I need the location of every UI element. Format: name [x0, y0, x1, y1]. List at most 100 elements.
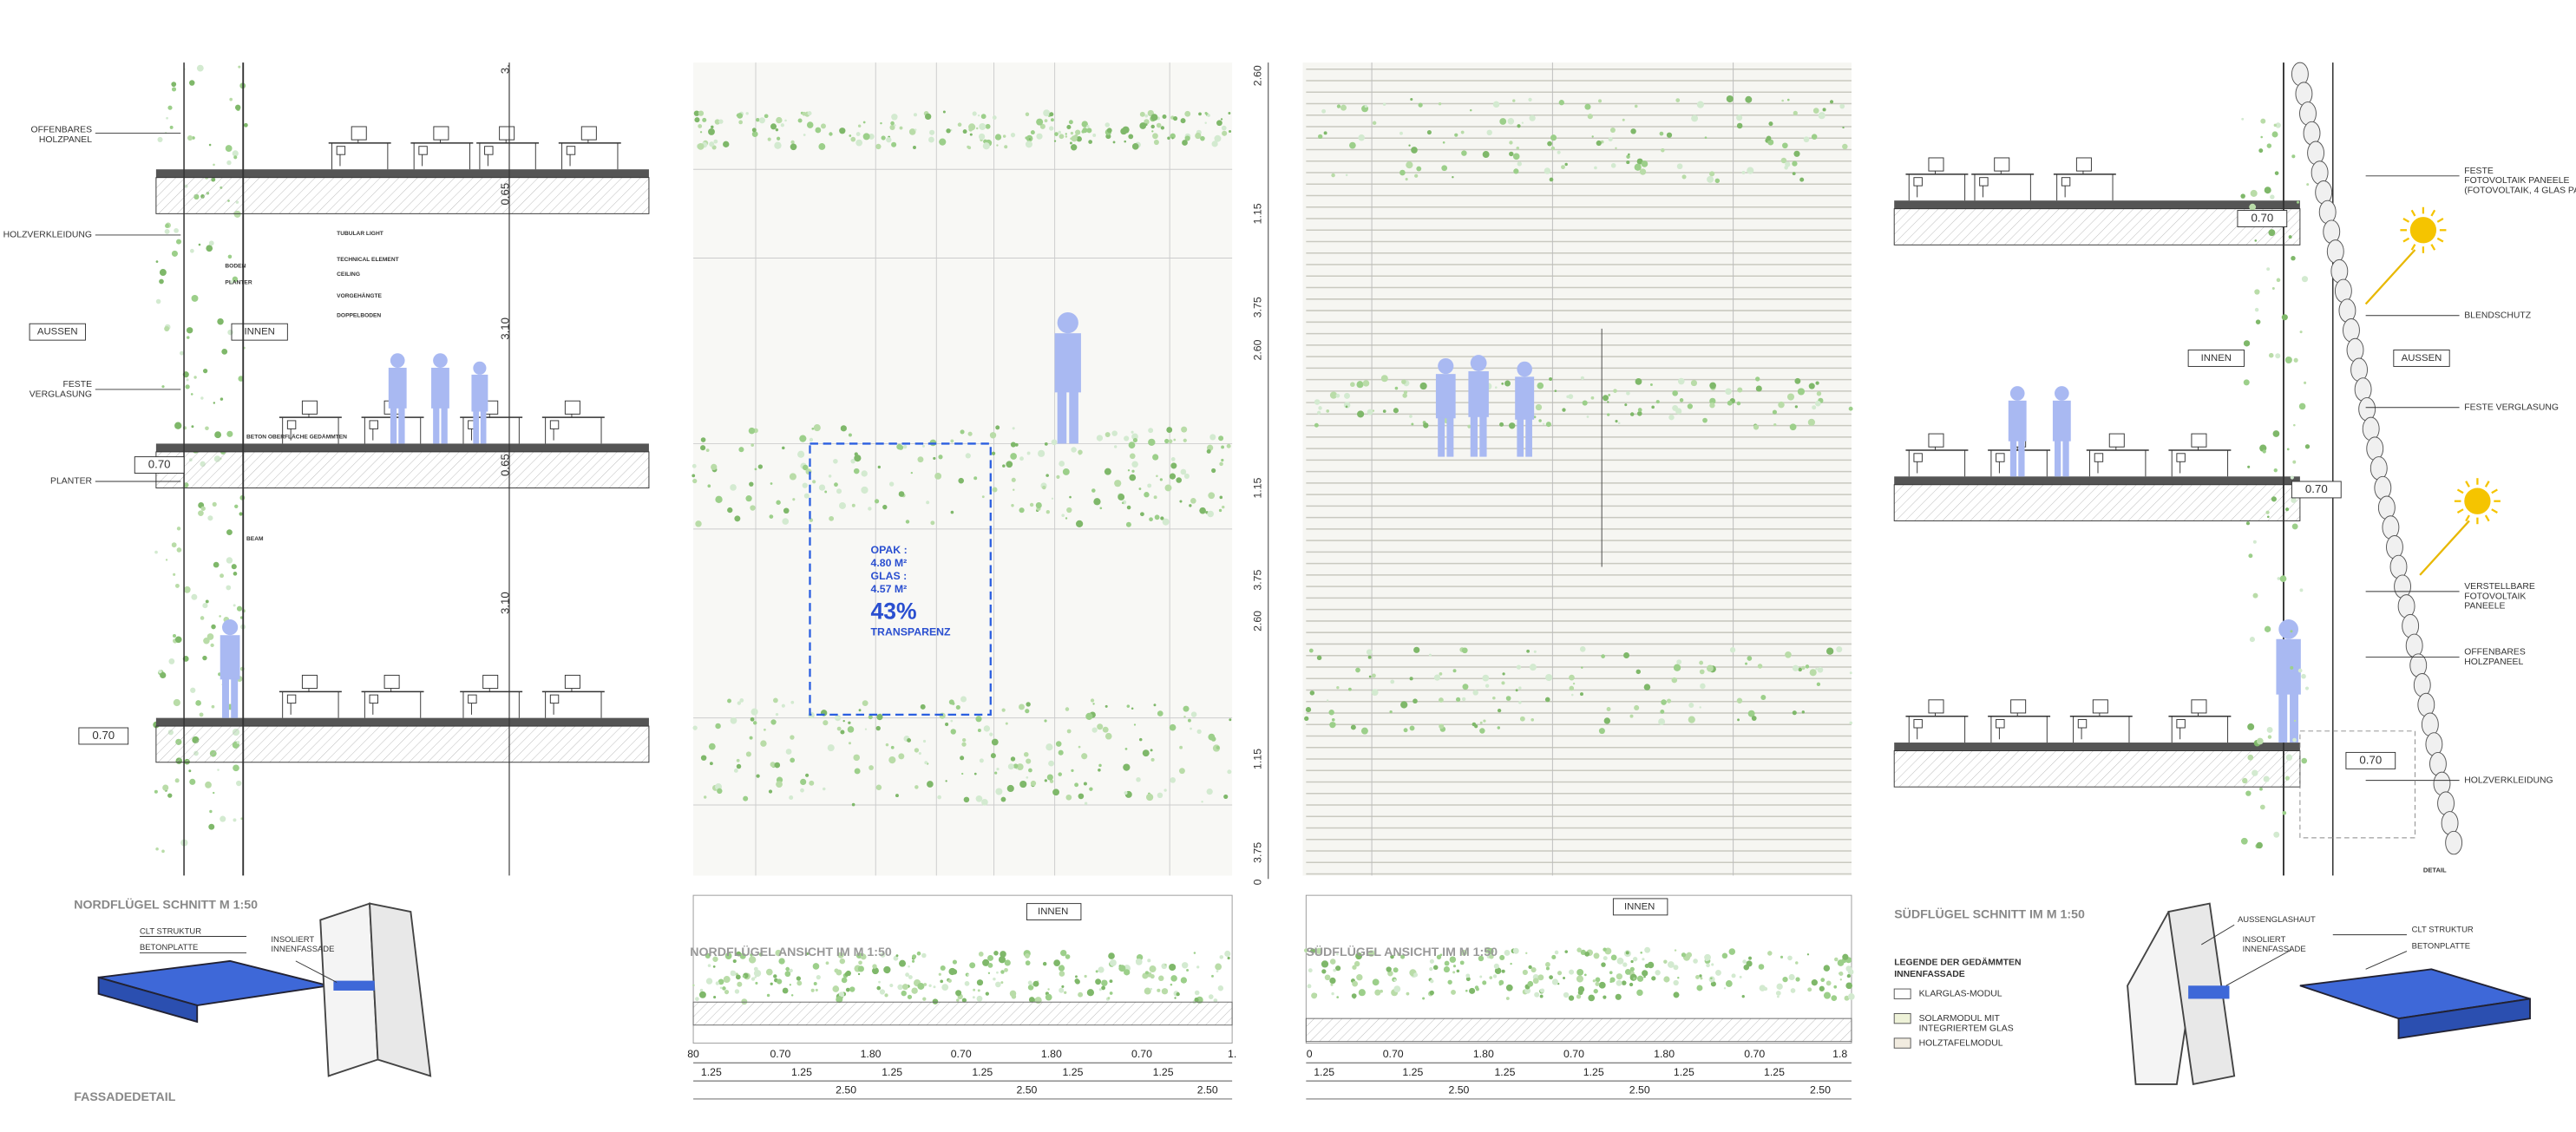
plant — [1138, 487, 1142, 490]
plant — [205, 426, 209, 431]
label: 1.25 — [1583, 1066, 1604, 1078]
plant — [1621, 980, 1627, 985]
person-leg — [2290, 693, 2298, 743]
plant — [1532, 978, 1539, 985]
plant — [1515, 689, 1518, 692]
plant — [158, 669, 162, 674]
plant — [1699, 660, 1704, 665]
plant — [1753, 424, 1760, 430]
plant — [797, 118, 803, 123]
plant — [908, 965, 910, 968]
plant — [853, 468, 860, 474]
plant — [754, 976, 757, 978]
plant — [2248, 553, 2253, 559]
plant — [209, 809, 213, 814]
plant — [1479, 721, 1483, 724]
plant — [1558, 100, 1564, 106]
plant — [1622, 962, 1628, 967]
chair — [566, 146, 576, 155]
plant — [1144, 123, 1148, 127]
plant — [1725, 388, 1732, 396]
plant — [2282, 810, 2287, 815]
label: FOTOVOLTAIK — [2464, 592, 2526, 601]
plant — [914, 785, 919, 789]
plant — [792, 498, 796, 501]
plant — [1439, 697, 1444, 703]
plant — [1095, 978, 1102, 985]
plant — [1635, 669, 1641, 675]
plant — [994, 134, 1002, 141]
plant — [1323, 131, 1327, 135]
plant — [1538, 419, 1542, 422]
plant — [789, 968, 793, 973]
plant — [824, 490, 828, 494]
plant — [1601, 654, 1605, 659]
plant — [1000, 951, 1006, 958]
plant — [1026, 775, 1029, 779]
plant — [155, 847, 159, 851]
plant — [760, 740, 767, 747]
plant — [1616, 973, 1622, 980]
plant — [2304, 444, 2311, 449]
chair — [286, 694, 297, 704]
plant — [1098, 763, 1102, 768]
plant — [996, 971, 999, 974]
plant — [1411, 422, 1414, 426]
plant — [1025, 136, 1028, 140]
plant — [2254, 289, 2260, 295]
plant — [1641, 160, 1649, 167]
plant — [1460, 949, 1467, 956]
label: 3.75 — [1252, 569, 1264, 590]
plant — [851, 802, 855, 807]
plant — [1220, 118, 1223, 121]
plant — [1403, 728, 1408, 733]
plant — [889, 124, 895, 131]
plant — [1010, 442, 1016, 448]
plant — [1505, 997, 1510, 1000]
plant — [200, 396, 204, 400]
plant — [1170, 457, 1176, 461]
plant — [1661, 699, 1667, 705]
plant — [718, 119, 724, 124]
plant — [1152, 454, 1159, 461]
plant — [1792, 710, 1797, 716]
plant — [692, 478, 698, 484]
plant — [995, 425, 1000, 430]
plant — [993, 977, 996, 981]
plant — [1098, 769, 1101, 772]
plant — [1623, 652, 1630, 658]
label: 4.80 M² — [871, 557, 908, 569]
plant — [1528, 97, 1532, 102]
plant — [809, 437, 814, 442]
plant — [1826, 647, 1834, 655]
plant — [709, 762, 713, 766]
plant — [840, 425, 847, 432]
plant — [1133, 723, 1137, 726]
monitor — [482, 674, 499, 690]
plant — [1065, 135, 1068, 138]
plan-floor — [1305, 1017, 1852, 1043]
plant — [1501, 681, 1505, 685]
plant — [1700, 977, 1703, 980]
plant — [1478, 955, 1485, 962]
plant — [709, 141, 715, 147]
plant — [990, 753, 996, 759]
plant — [2274, 171, 2279, 175]
plant — [1011, 477, 1016, 482]
plant — [1086, 989, 1094, 997]
plant — [790, 140, 795, 145]
plant — [749, 736, 753, 740]
plant — [1569, 674, 1575, 681]
plant — [1187, 718, 1191, 723]
plant — [1781, 99, 1784, 102]
plant — [836, 726, 842, 731]
plant — [1710, 981, 1716, 987]
plant — [198, 243, 201, 246]
chair — [369, 694, 378, 704]
plant — [171, 87, 177, 92]
plant — [1329, 959, 1336, 965]
plant — [1173, 438, 1177, 442]
label: DOPPELBODEN — [337, 312, 381, 318]
plant — [1085, 712, 1093, 720]
plant — [1509, 141, 1513, 145]
